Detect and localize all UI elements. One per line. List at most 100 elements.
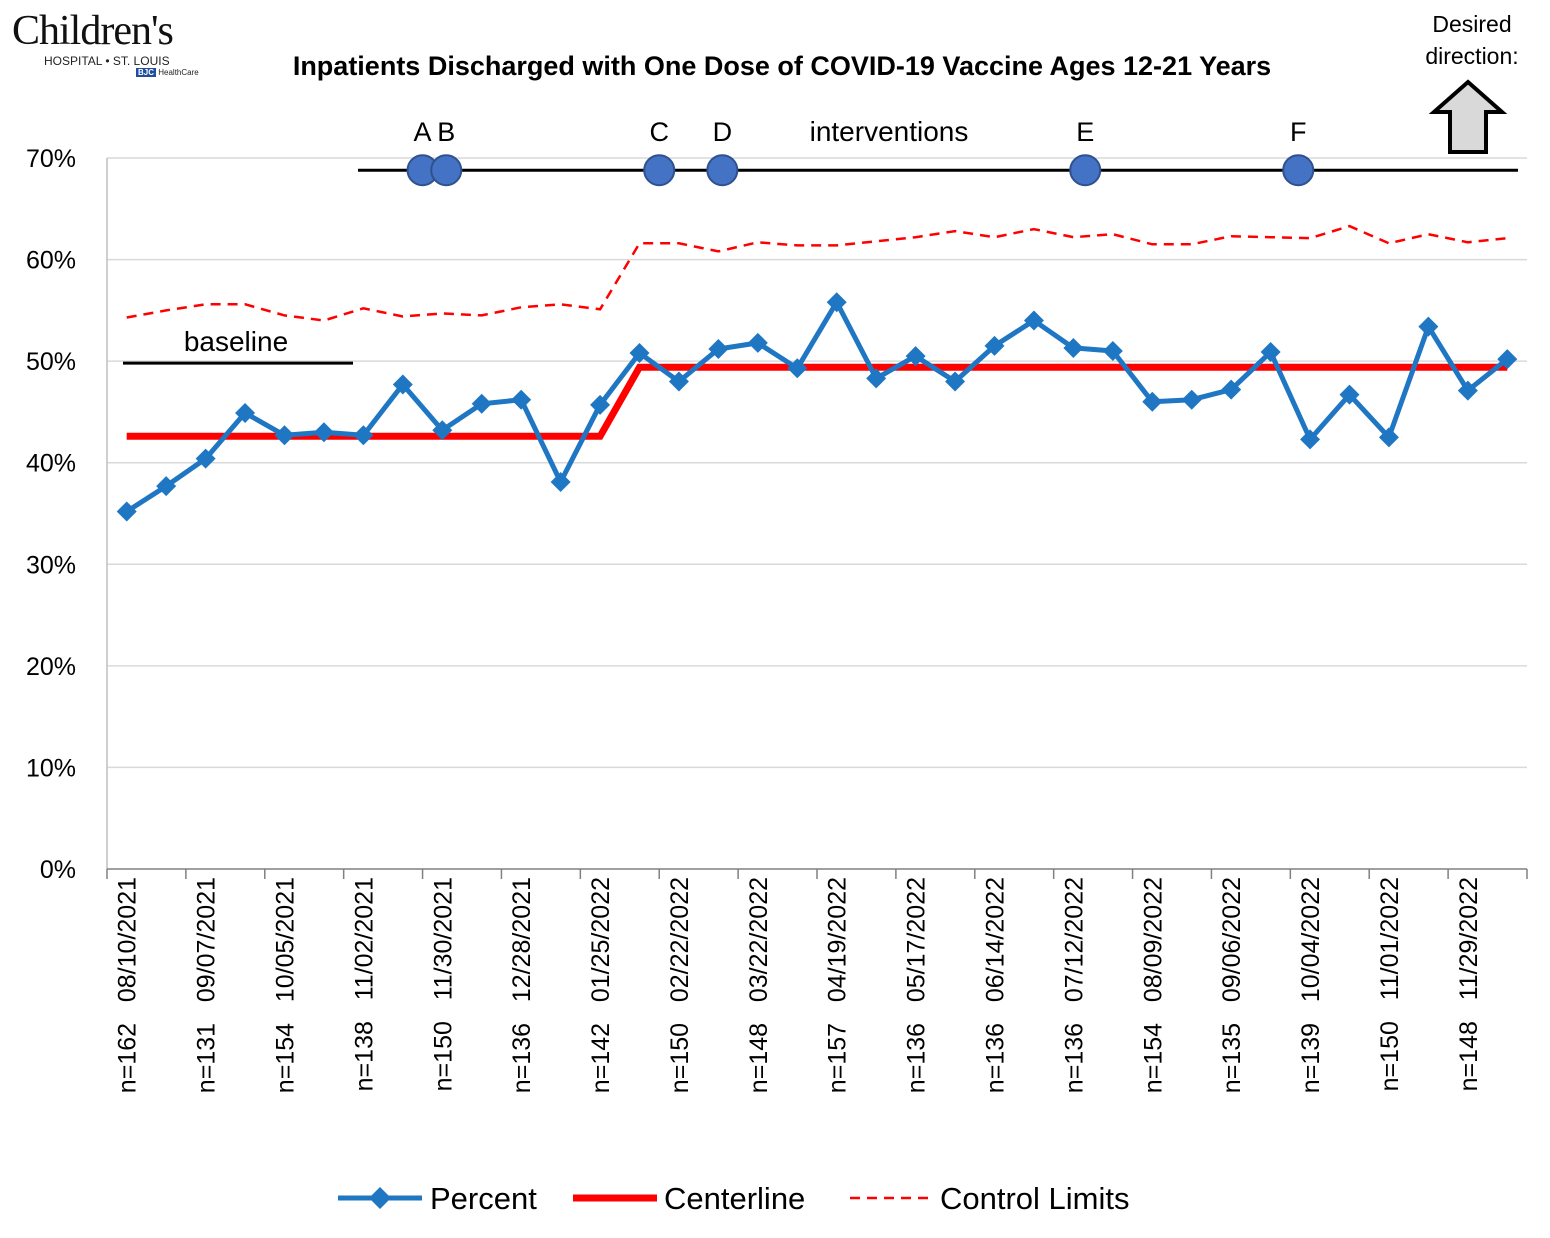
x-tick-date-label: 11/01/2022 (1376, 877, 1404, 1000)
percent-point (1418, 316, 1439, 337)
percent-point (511, 389, 532, 410)
x-tick-spacer (350, 1000, 378, 1021)
percent-point (668, 371, 689, 392)
x-tick-n-label: n=142 (587, 1023, 615, 1093)
y-tick-label: 10% (26, 754, 76, 782)
percent-point (945, 371, 966, 392)
percent-point (313, 422, 334, 443)
x-tick-n-label: n=131 (193, 1023, 221, 1093)
series (116, 224, 1518, 522)
x-tick-date-label: 11/29/2022 (1455, 877, 1483, 1000)
x-tick-label: n=157 04/19/2022 (824, 877, 852, 1093)
percent-point (866, 368, 887, 389)
desired-direction-line2: direction: (1425, 43, 1519, 69)
x-tick-n-label: n=148 (1455, 1021, 1483, 1091)
percent-point (195, 448, 216, 469)
x-tick-n-label: n=150 (1376, 1021, 1404, 1091)
percent-point (984, 335, 1005, 356)
percent-point (629, 343, 650, 364)
intervention-label: D (713, 117, 733, 147)
intervention-label: C (649, 117, 669, 147)
interventions-label: interventions (810, 116, 969, 147)
x-tick-spacer (824, 1002, 852, 1023)
x-tick-n-label: n=154 (1139, 1023, 1167, 1093)
x-tick-label: n=150 11/30/2021 (429, 877, 457, 1091)
percent-point (1142, 391, 1163, 412)
x-tick-n-label: n=136 (508, 1023, 536, 1093)
x-tick-n-label: n=135 (1218, 1023, 1246, 1093)
x-tick-n-label: n=136 (1060, 1023, 1088, 1093)
intervention-label: E (1076, 117, 1094, 147)
x-tick-label: n=136 05/17/2022 (903, 877, 931, 1093)
y-tick-label: 20% (26, 653, 76, 681)
centerline-line (126, 363, 1508, 440)
x-tick-label: n=154 10/05/2021 (272, 877, 300, 1093)
x-tick-n-label: n=157 (824, 1023, 852, 1093)
desired-direction-line1: Desired (1432, 11, 1512, 37)
hospital-logo: Children's HOSPITAL • ST. LOUIS BJC Heal… (12, 8, 212, 98)
x-tick-label: n=148 03/22/2022 (745, 877, 773, 1093)
x-tick-spacer (272, 1002, 300, 1023)
x-tick-label: n=148 11/29/2022 (1455, 877, 1483, 1091)
x-tick-label: n=139 10/04/2022 (1297, 877, 1325, 1093)
percent-point (1339, 384, 1360, 405)
x-tick-date-label: 04/19/2022 (824, 877, 852, 1002)
axes: 0%10%20%30%40%50%60%70%n=162 08/10/2021n… (26, 145, 1528, 1093)
x-tick-spacer (587, 1002, 615, 1023)
x-tick-date-label: 11/30/2021 (429, 877, 457, 1000)
baseline-label: baseline (184, 326, 288, 357)
percent-point (116, 501, 137, 522)
x-tick-spacer (1139, 1002, 1167, 1023)
x-tick-n-label: n=148 (745, 1023, 773, 1093)
x-tick-label: n=136 06/14/2022 (982, 877, 1010, 1093)
percent-point (235, 402, 256, 423)
percent-point (905, 346, 926, 367)
percent-point (274, 425, 295, 446)
x-tick-date-label: 08/10/2021 (114, 877, 142, 1002)
x-tick-date-label: 07/12/2022 (1060, 877, 1088, 1002)
percent-point (1102, 340, 1123, 361)
chart-title: Inpatients Discharged with One Dose of C… (293, 51, 1271, 81)
percent-point (471, 393, 492, 414)
legend-percent-label: Percent (430, 1181, 537, 1216)
bjc-badge-text: HealthCare (158, 68, 199, 77)
x-tick-spacer (982, 1002, 1010, 1023)
intervention-label: A (414, 117, 432, 147)
percent-point (1300, 429, 1321, 450)
percent-point (1221, 379, 1242, 400)
percent-point (392, 374, 413, 395)
percent-point (1378, 427, 1399, 448)
x-tick-date-label: 03/22/2022 (745, 877, 773, 1002)
x-tick-label: n=136 12/28/2021 (508, 877, 536, 1093)
x-tick-n-label: n=138 (350, 1021, 378, 1091)
legend-control-limits-label: Control Limits (940, 1181, 1130, 1216)
percent-point (1063, 337, 1084, 358)
percent-point (787, 358, 808, 379)
percent-point (1497, 349, 1518, 370)
x-tick-label: n=150 02/22/2022 (666, 877, 694, 1093)
x-tick-label: n=150 11/01/2022 (1376, 877, 1404, 1091)
x-tick-date-label: 06/14/2022 (982, 877, 1010, 1002)
intervention-label: F (1290, 117, 1307, 147)
percent-point (1181, 389, 1202, 410)
logo-name: Children's (12, 8, 174, 54)
percent-point (156, 476, 177, 497)
intervention-marker (643, 154, 676, 187)
intervention-marker (1069, 154, 1102, 187)
intervention-marker (1282, 154, 1315, 187)
y-tick-label: 30% (26, 551, 76, 579)
x-tick-spacer (114, 1002, 142, 1023)
x-tick-date-label: 01/25/2022 (587, 877, 615, 1002)
y-tick-label: 40% (26, 450, 76, 478)
logo-badge: BJC HealthCare (136, 68, 212, 78)
intervention-label: B (437, 117, 455, 147)
bjc-badge-mark: BJC (136, 68, 157, 77)
x-tick-date-label: 02/22/2022 (666, 877, 694, 1002)
up-arrow-icon (1428, 79, 1508, 154)
x-tick-spacer (1060, 1002, 1088, 1023)
logo-subtitle: HOSPITAL • ST. LOUIS (44, 54, 170, 68)
x-tick-n-label: n=154 (272, 1023, 300, 1093)
intervention-marker (706, 154, 739, 187)
percent-point (432, 420, 453, 441)
intervention-marker (430, 154, 463, 187)
